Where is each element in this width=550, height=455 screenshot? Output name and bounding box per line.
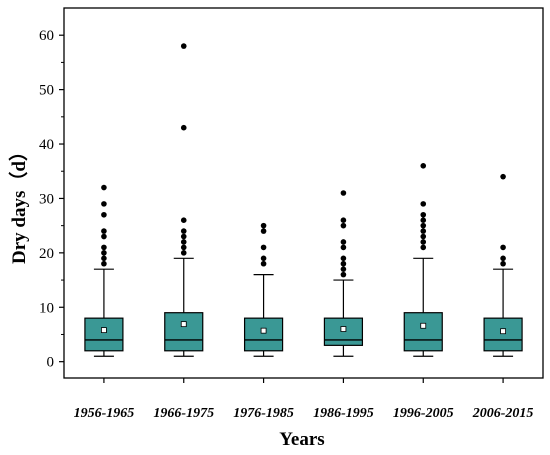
outlier-point	[340, 222, 347, 229]
outlier-point	[420, 201, 427, 207]
outlier-point	[101, 228, 107, 234]
outlier-point	[260, 255, 267, 262]
outlier-point	[180, 124, 187, 131]
box-iqr	[84, 317, 124, 352]
outlier-point	[340, 217, 347, 224]
outlier-point	[340, 244, 347, 251]
outlier-point	[180, 217, 187, 224]
outlier-point	[180, 244, 187, 251]
outlier-point	[101, 233, 107, 240]
y-tick-label: 50	[39, 83, 54, 99]
outlier-point	[420, 244, 427, 251]
x-category-label: 2006-2015	[472, 406, 534, 421]
outlier-point	[420, 228, 427, 234]
outlier-point	[340, 271, 347, 278]
outlier-point	[340, 255, 347, 262]
outlier-point	[260, 222, 267, 229]
outlier-point	[420, 211, 427, 218]
y-axis-title: Dry days（d）	[7, 142, 30, 264]
outlier-point	[180, 228, 187, 234]
outlier-point	[101, 250, 107, 256]
outlier-point	[101, 260, 107, 267]
mean-marker	[340, 326, 347, 332]
outlier-point	[420, 222, 427, 229]
x-category-label: 1956-1965	[74, 406, 135, 421]
x-category-label: 1986-1995	[313, 406, 374, 421]
outlier-point	[500, 173, 506, 180]
outlier-point	[101, 211, 107, 218]
outlier-point	[500, 260, 506, 267]
outlier-point	[101, 255, 107, 262]
mean-marker	[500, 328, 506, 335]
mean-marker	[420, 322, 427, 329]
outlier-point	[500, 244, 506, 251]
y-tick-label: 0	[47, 355, 55, 371]
outlier-point	[101, 244, 107, 251]
outlier-point	[340, 239, 347, 245]
mean-marker	[101, 327, 107, 334]
box-iqr	[243, 317, 284, 352]
outlier-point	[260, 228, 267, 234]
y-tick-label: 40	[39, 137, 54, 153]
outlier-point	[420, 217, 427, 224]
outlier-point	[101, 184, 107, 191]
box-iqr	[164, 312, 204, 352]
outlier-point	[340, 260, 347, 267]
plot-area: 0 10 20 30 40 50 60 1956-1965 1966-1975 1976-1985…	[39, 7, 544, 421]
y-tick-label: 60	[39, 28, 54, 44]
outlier-point	[180, 43, 187, 49]
mean-marker	[260, 327, 267, 334]
outlier-point	[180, 250, 187, 256]
outlier-point	[180, 233, 187, 240]
outlier-point	[260, 260, 267, 267]
x-category-label: 1966-1975	[153, 406, 214, 421]
outlier-point	[180, 239, 187, 245]
y-tick-label: 30	[39, 191, 54, 207]
outlier-point	[101, 201, 107, 207]
outlier-point	[260, 244, 267, 251]
plot-frame	[63, 7, 544, 379]
outlier-point	[340, 266, 347, 272]
outlier-point	[500, 255, 506, 262]
mean-marker	[180, 321, 187, 328]
outlier-point	[340, 190, 347, 196]
y-tick-label: 20	[39, 246, 54, 262]
x-category-label: 1996-2005	[393, 406, 454, 421]
x-axis-title: Years	[279, 429, 324, 450]
outlier-point	[420, 233, 427, 240]
y-tick-label: 10	[39, 300, 54, 316]
x-category-label: 1976-1985	[233, 406, 294, 421]
outlier-point	[420, 239, 427, 245]
box-iqr	[483, 317, 523, 352]
outlier-point	[420, 162, 427, 169]
box-iqr	[403, 312, 443, 352]
